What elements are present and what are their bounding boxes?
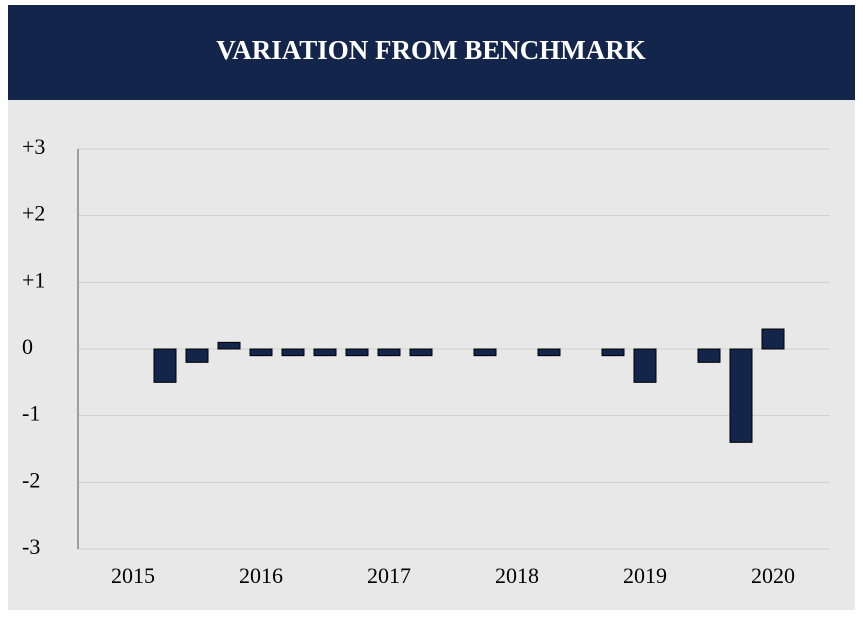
bar (761, 328, 785, 350)
y-tick-label: +1 (22, 267, 45, 292)
y-tick-label: +3 (22, 134, 45, 159)
bar (345, 348, 369, 357)
bar (537, 348, 561, 357)
x-tick-label: 2019 (623, 563, 667, 588)
y-tick-label: -3 (22, 534, 40, 559)
bar (217, 341, 241, 350)
y-tick-label: -1 (22, 401, 40, 426)
bar (729, 348, 753, 443)
y-tick-label: -2 (22, 467, 40, 492)
bar (473, 348, 497, 357)
y-tick-label: 0 (22, 334, 33, 359)
bar (697, 348, 721, 363)
chart-title: VARIATION FROM BENCHMARK (216, 35, 646, 65)
bar (249, 348, 273, 357)
x-tick-label: 2018 (495, 563, 539, 588)
bar (377, 348, 401, 357)
bar (313, 348, 337, 357)
bar (153, 348, 177, 383)
x-tick-label: 2016 (239, 563, 283, 588)
x-tick-label: 2017 (367, 563, 411, 588)
title-band (8, 5, 855, 100)
bar (601, 348, 625, 357)
x-tick-label: 2015 (111, 563, 155, 588)
bar (185, 348, 209, 363)
bar (409, 348, 433, 357)
x-tick-label: 2020 (751, 563, 795, 588)
y-tick-label: +2 (22, 201, 45, 226)
bar (281, 348, 305, 357)
bar (633, 348, 657, 383)
